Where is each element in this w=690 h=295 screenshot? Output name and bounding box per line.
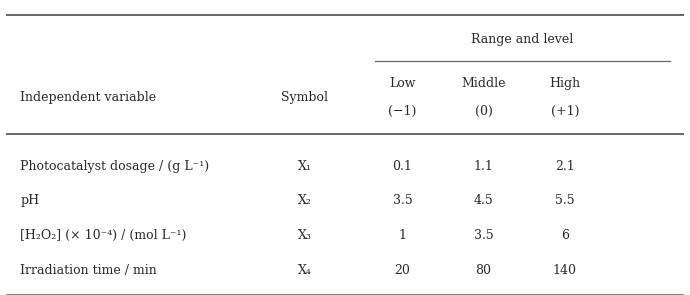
Text: 4.5: 4.5 (474, 194, 493, 207)
Text: 6: 6 (561, 229, 569, 242)
Text: Independent variable: Independent variable (21, 91, 157, 104)
Text: 0.1: 0.1 (393, 160, 413, 173)
Text: Symbol: Symbol (281, 91, 328, 104)
Text: 20: 20 (395, 264, 411, 277)
Text: 80: 80 (475, 264, 491, 277)
Text: X₂: X₂ (297, 194, 311, 207)
Text: 3.5: 3.5 (393, 194, 413, 207)
Text: Irradiation time / min: Irradiation time / min (21, 264, 157, 277)
Text: Middle: Middle (462, 77, 506, 90)
Text: 3.5: 3.5 (474, 229, 493, 242)
Text: (+1): (+1) (551, 105, 579, 118)
Text: (0): (0) (475, 105, 493, 118)
Text: X₄: X₄ (297, 264, 311, 277)
Text: 1.1: 1.1 (473, 160, 493, 173)
Text: pH: pH (21, 194, 39, 207)
Text: 140: 140 (553, 264, 577, 277)
Text: Range and level: Range and level (471, 32, 573, 46)
Text: 5.5: 5.5 (555, 194, 575, 207)
Text: 1: 1 (399, 229, 406, 242)
Text: X₁: X₁ (297, 160, 311, 173)
Text: X₃: X₃ (297, 229, 311, 242)
Text: High: High (549, 77, 580, 90)
Text: 2.1: 2.1 (555, 160, 575, 173)
Text: (−1): (−1) (388, 105, 417, 118)
Text: Low: Low (389, 77, 416, 90)
Text: Photocatalyst dosage / (g L⁻¹): Photocatalyst dosage / (g L⁻¹) (21, 160, 210, 173)
Text: [H₂O₂] (× 10⁻⁴) / (mol L⁻¹): [H₂O₂] (× 10⁻⁴) / (mol L⁻¹) (21, 229, 187, 242)
